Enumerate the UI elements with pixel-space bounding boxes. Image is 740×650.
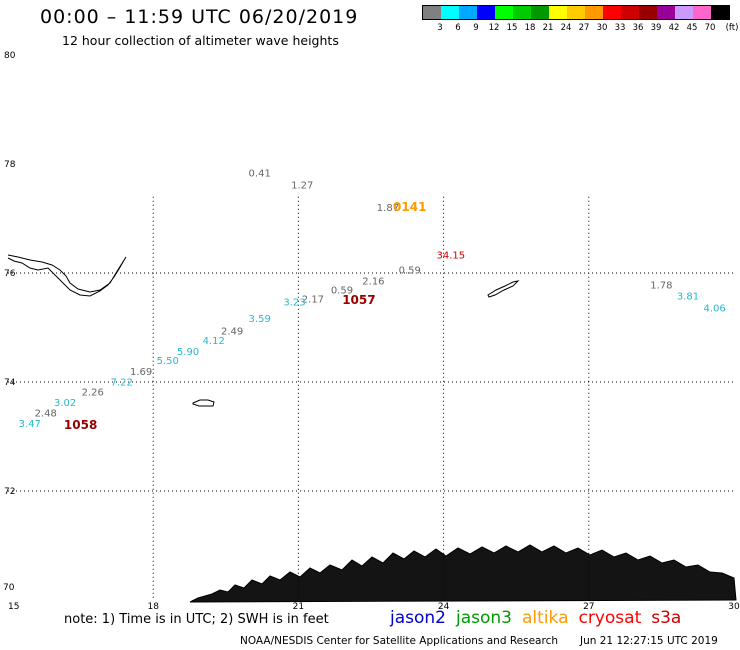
lat-tick-label: 72 (4, 487, 15, 497)
legend-swatch (567, 6, 585, 19)
hopen-island (487, 280, 520, 298)
wave-height-value: 5.50 (157, 356, 179, 367)
legend-swatches (422, 5, 730, 20)
lon-tick-label: 18 (147, 602, 159, 612)
lon-tick-label: 24 (438, 602, 450, 612)
map-title: 00:00 – 11:59 UTC 06/20/2019 (40, 6, 359, 28)
legend-label: 21 (542, 23, 554, 33)
wave-height-value: 0.59 (331, 286, 353, 297)
satellite-legend-item: s3a (651, 608, 682, 628)
legend-swatch (459, 6, 477, 19)
legend-label: 9 (473, 23, 479, 33)
observation-labels: 0.41 1.27 1.87 34.15 0.59 2.16 0.59 2.173.23 3.5… (19, 169, 726, 431)
satellite-legend-item: jason3 (456, 608, 512, 628)
map-subtitle: 12 hour collection of altimeter wave hei… (62, 33, 339, 48)
legend-label: 70 (704, 23, 716, 33)
legend-swatch (513, 6, 531, 19)
pass-time-label: 1058 (64, 418, 97, 432)
legend-swatch (657, 6, 675, 19)
wave-height-value: 7.22 (111, 377, 133, 388)
legend-label: 12 (488, 23, 500, 33)
pass-time-labels: 0141 1057 1058 (64, 200, 427, 432)
legend-swatch (639, 6, 657, 19)
legend-swatch (423, 6, 441, 19)
satellite-legend-item: cryosat (578, 608, 642, 628)
wave-height-value: 4.12 (203, 336, 225, 347)
wave-height-value: 3.47 (19, 419, 41, 430)
legend-label: 27 (578, 23, 590, 33)
wave-height-value: 0.59 (399, 266, 421, 277)
wave-height-value: 0.41 (249, 169, 271, 180)
legend-swatch (477, 6, 495, 19)
legend-swatch (441, 6, 459, 19)
legend-label: 36 (632, 23, 644, 33)
legend-labels: 3 6 9 12 15 18 21 24 27 30 33 36 39 42 45 70 (ft) (422, 20, 738, 33)
legend-swatch (621, 6, 639, 19)
satellite-legend-item: jason2 (390, 608, 446, 628)
wave-height-value: 2.49 (221, 327, 243, 338)
legend-label: 42 (668, 23, 680, 33)
wave-height-value: 1.78 (650, 280, 672, 291)
wave-height-value: 1.27 (291, 181, 313, 192)
lat-tick-label: 74 (4, 378, 16, 388)
bear-island (192, 399, 215, 407)
wave-height-value: 3.02 (54, 398, 76, 409)
wave-height-color-legend: 3 6 9 12 15 18 21 24 27 30 33 36 39 42 45 70 (ft) (422, 5, 738, 33)
svalbard-coast (7, 254, 127, 297)
coastlines (7, 254, 737, 603)
wave-height-value: 2.48 (35, 408, 57, 419)
legend-label: 45 (686, 23, 698, 33)
satellite-legend: jason2 jason3 altika cryosat s3a (390, 608, 691, 628)
legend-swatch (711, 6, 729, 19)
norway-coast (189, 544, 737, 603)
satellite-legend-item: altika (522, 608, 569, 628)
lat-tick-label: 76 (4, 269, 16, 279)
lon-tick-label: 15 (8, 602, 19, 612)
legend-label: 18 (524, 23, 536, 33)
legend-swatch (603, 6, 621, 19)
legend-label: 15 (506, 23, 518, 33)
legend-swatch (585, 6, 603, 19)
wave-height-value: 2.17 (302, 294, 324, 305)
legend-label: 6 (455, 23, 461, 33)
generated-timestamp: Jun 21 12:27:15 UTC 2019 (580, 635, 718, 647)
legend-swatch (495, 6, 513, 19)
lon-tick-label: 27 (583, 602, 594, 612)
wave-height-value: 2.26 (82, 388, 104, 399)
wave-height-value: 2.16 (362, 276, 384, 287)
wave-height-value: 1.87 (377, 203, 399, 214)
legend-label: 3 (437, 23, 443, 33)
legend-swatch (693, 6, 711, 19)
legend-label: 24 (560, 23, 572, 33)
pass-time-label: 0141 (393, 200, 426, 214)
legend-label: 39 (650, 23, 662, 33)
wave-height-value: 3.81 (677, 292, 699, 303)
units-note: note: 1) Time is in UTC; 2) SWH is in fe… (64, 612, 329, 627)
lon-tick-label: 21 (293, 602, 304, 612)
legend-label: 33 (614, 23, 626, 33)
legend-swatch (675, 6, 693, 19)
source-credit: NOAA/NESDIS Center for Satellite Applica… (240, 635, 558, 647)
map-grid: 15 18 21 24 27 30 80 78 76 74 72 70 (3, 51, 740, 612)
wave-height-value: 3.59 (249, 314, 271, 325)
wave-height-value: 34.15 (437, 250, 466, 261)
legend-label: 30 (596, 23, 608, 33)
legend-unit: (ft) (725, 23, 739, 33)
wave-height-value: 1.69 (130, 367, 152, 378)
lat-tick-label: 80 (4, 51, 16, 61)
pass-time-label: 1057 (342, 293, 375, 307)
lat-tick-label: 70 (3, 583, 15, 593)
wave-height-value: 3.23 (283, 298, 305, 309)
legend-swatch (549, 6, 567, 19)
lon-tick-label: 30 (728, 602, 740, 612)
legend-swatch (531, 6, 549, 19)
wave-height-value: 5.90 (177, 347, 199, 358)
wave-height-value: 4.06 (704, 304, 726, 315)
lat-tick-label: 78 (4, 160, 16, 170)
